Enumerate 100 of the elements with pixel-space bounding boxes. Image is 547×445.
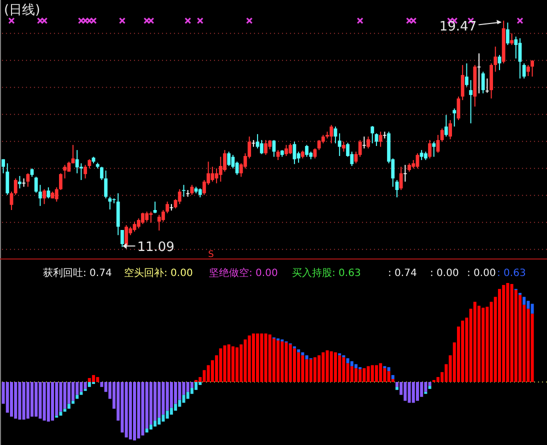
bar (461, 320, 464, 382)
candlestick (510, 32, 514, 46)
bar (18, 382, 22, 420)
bar (244, 339, 247, 382)
bar (248, 335, 251, 382)
bar (227, 344, 230, 382)
bar (182, 394, 186, 403)
candlestick (157, 214, 161, 232)
bar (158, 382, 161, 418)
candlestick (330, 124, 334, 144)
candlestick (190, 184, 194, 196)
candlestick (358, 140, 362, 158)
bar (63, 408, 66, 412)
candlestick (464, 62, 468, 88)
bar (84, 382, 87, 389)
text: 获利回吐: 0.74 (43, 267, 112, 279)
bar (482, 308, 485, 382)
candlestick (124, 224, 128, 246)
candlestick (162, 210, 165, 222)
candlestick (42, 188, 46, 205)
bar (190, 382, 194, 388)
bar (301, 352, 304, 356)
bar (416, 382, 419, 401)
candlestick (530, 60, 534, 78)
candlestick (428, 140, 432, 159)
bar (313, 357, 316, 382)
annotation: 19.47 (439, 20, 477, 35)
bar (292, 348, 296, 382)
bar (137, 382, 140, 438)
bar (473, 302, 476, 382)
candlestick (80, 162, 83, 181)
bar (26, 382, 30, 419)
candlestick (104, 170, 108, 199)
bar (124, 382, 128, 438)
text: : 0.74 (388, 268, 417, 279)
bar (284, 342, 288, 382)
candlestick (108, 196, 112, 210)
candlestick (182, 184, 186, 198)
text: : 0.00 (467, 268, 496, 279)
bar (362, 368, 366, 382)
bar (374, 365, 378, 382)
bar (72, 400, 75, 404)
bar (186, 392, 190, 399)
bar (38, 382, 42, 419)
bar (174, 404, 178, 411)
bar (63, 382, 66, 409)
candlestick (100, 166, 104, 181)
bar (166, 382, 169, 411)
bar (51, 382, 54, 421)
bar (330, 351, 333, 382)
chart-title: (日线) (4, 3, 40, 18)
bar (256, 333, 260, 382)
candlestick (514, 36, 518, 60)
bar (178, 382, 182, 400)
candlestick (452, 108, 456, 128)
bar (141, 382, 144, 436)
bar (370, 365, 374, 382)
bar (149, 382, 152, 425)
bar (272, 338, 276, 382)
candlestick (14, 178, 18, 196)
bar (158, 418, 161, 425)
bar (59, 382, 62, 412)
candlestick (18, 175, 22, 189)
bar (358, 369, 362, 382)
bar (309, 359, 312, 382)
candlestick (46, 186, 50, 199)
candlestick (522, 62, 526, 79)
candlestick (338, 132, 342, 156)
bar (96, 377, 100, 382)
bar (42, 382, 46, 421)
bar (128, 382, 132, 440)
bar (387, 371, 390, 382)
text: : 0.00 (430, 268, 459, 279)
candlestick (444, 114, 448, 138)
candlestick (370, 126, 374, 144)
bar (252, 333, 255, 382)
bar (510, 284, 514, 382)
candlestick (366, 136, 370, 149)
candlestick (6, 162, 10, 196)
bar (350, 361, 354, 366)
bar (14, 382, 18, 419)
candlestick (149, 211, 153, 224)
bar (80, 382, 83, 392)
bar (92, 375, 96, 382)
bar (30, 382, 34, 417)
bar (506, 283, 510, 382)
bar (342, 357, 346, 382)
bar (223, 345, 226, 382)
candlestick (141, 212, 144, 225)
candlestick (120, 229, 124, 248)
candlestick (223, 150, 226, 172)
candlestick (26, 172, 30, 188)
candlestick (313, 148, 317, 159)
candlestick (498, 54, 502, 71)
bar (149, 424, 152, 430)
bar (354, 368, 358, 382)
candlestick (432, 141, 436, 158)
candlestick (420, 150, 424, 161)
candlestick (166, 201, 170, 214)
annotation: 11.09 (137, 240, 174, 255)
